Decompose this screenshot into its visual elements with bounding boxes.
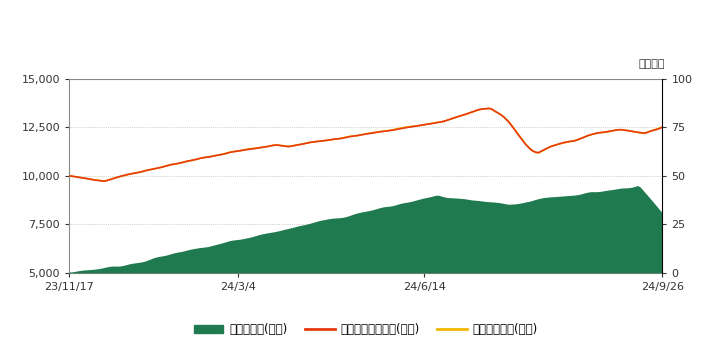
Text: （億円）: （億円） bbox=[638, 59, 665, 69]
Legend: 純資産総額(右軸), 累積投資基準価格(左軸), ベンチマーク(左軸): 純資産総額(右軸), 累積投資基準価格(左軸), ベンチマーク(左軸) bbox=[189, 318, 543, 341]
Text: 累積投資基準価格および純資産総額の推移: 累積投資基準価格および純資産総額の推移 bbox=[7, 15, 197, 33]
